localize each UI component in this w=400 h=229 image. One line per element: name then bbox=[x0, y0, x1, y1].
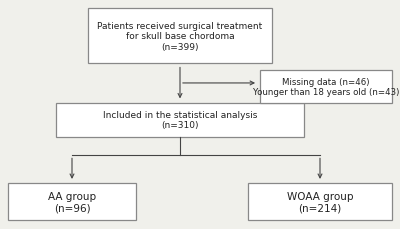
FancyBboxPatch shape bbox=[8, 183, 136, 220]
Text: Included in the statistical analysis
(n=310): Included in the statistical analysis (n=… bbox=[103, 111, 257, 130]
Text: WOAA group
(n=214): WOAA group (n=214) bbox=[287, 191, 353, 212]
Text: Missing data (n=46)
Younger than 18 years old (n=43): Missing data (n=46) Younger than 18 year… bbox=[253, 77, 399, 97]
Text: AA group
(n=96): AA group (n=96) bbox=[48, 191, 96, 212]
Text: Patients received surgical treatment
for skull base chordoma
(n=399): Patients received surgical treatment for… bbox=[97, 22, 263, 52]
FancyBboxPatch shape bbox=[260, 71, 392, 103]
FancyBboxPatch shape bbox=[248, 183, 392, 220]
FancyBboxPatch shape bbox=[88, 9, 272, 64]
FancyBboxPatch shape bbox=[56, 103, 304, 137]
